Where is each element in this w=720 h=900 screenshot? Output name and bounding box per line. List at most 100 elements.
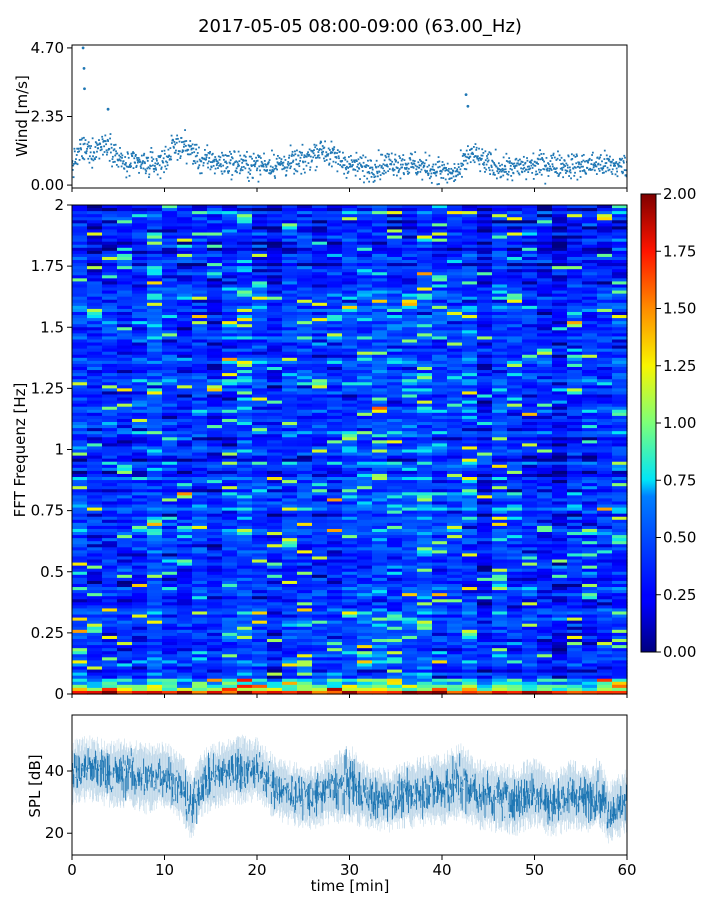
spectrogram-cell [72, 590, 88, 594]
spectrogram-cell [342, 311, 358, 316]
spectrogram-cell [237, 672, 253, 677]
spectrogram-cell [102, 253, 118, 258]
wind-point [125, 165, 128, 168]
wind-point [546, 169, 549, 172]
spectrogram-cell [147, 544, 163, 548]
wind-point [586, 167, 589, 169]
spectrogram-cell [237, 263, 253, 267]
wind-point [458, 171, 461, 174]
spectrogram-cell [252, 400, 268, 405]
spectrogram-cell [237, 458, 253, 463]
spectrogram-cell [387, 247, 403, 252]
spectrogram-cell [267, 626, 283, 631]
spectrogram-cell [312, 290, 328, 295]
spectrogram-cell [252, 440, 268, 444]
spectrogram-cell [267, 421, 283, 426]
spectrogram-cell [252, 293, 268, 298]
spectrogram-cell [267, 470, 283, 475]
spectrogram-cell [102, 507, 118, 512]
spectrogram-cell [327, 354, 343, 359]
wind-point [553, 156, 556, 159]
wind-point [85, 152, 88, 155]
spectrogram-cell [117, 513, 133, 518]
spectrogram-cell [87, 357, 103, 362]
wind-point [135, 166, 138, 168]
spectrogram-cell [207, 525, 223, 530]
spectrogram-cell [72, 311, 88, 316]
spectrogram-cell [117, 519, 133, 524]
spectrogram-cell [222, 428, 238, 432]
spectrogram-cell [282, 483, 298, 487]
wind-point [293, 172, 296, 175]
spectrogram-cell [117, 229, 133, 234]
wind-point [515, 164, 518, 167]
spectrogram-cell [282, 608, 298, 613]
spectrogram-cell [357, 602, 373, 606]
wind-point [263, 160, 266, 162]
spectrogram-cell [72, 421, 88, 426]
spectrogram-cell [102, 403, 118, 408]
spectrogram-cell [87, 687, 103, 692]
spectrogram-cell [327, 266, 343, 270]
spectrogram-cell [177, 538, 193, 542]
spectrogram-cell [117, 385, 133, 389]
wind-point [315, 144, 318, 147]
spectrogram-cell [372, 663, 388, 668]
spectrogram-cell [132, 214, 148, 218]
spectrogram-cell [102, 302, 118, 307]
spectrogram-cell [72, 269, 88, 273]
spectrogram-cell [102, 385, 118, 389]
spectrogram-cell [282, 311, 298, 316]
spectrogram-cell [102, 418, 118, 423]
spectrogram-cell [192, 232, 208, 237]
spectrogram-cell [372, 556, 388, 561]
spectrogram-cell [342, 525, 358, 530]
wind-point [77, 151, 79, 153]
spectrogram-cell [192, 510, 208, 515]
spectrogram-cell [132, 535, 148, 539]
wind-point [72, 168, 74, 171]
spectrogram-cell [357, 403, 373, 408]
spectrogram-cell [192, 449, 208, 454]
spectrogram-cell [207, 565, 223, 570]
spectrogram-cell [87, 538, 103, 542]
spectrogram-cell [357, 608, 373, 613]
spectrogram-cell [72, 400, 88, 405]
spectrogram-cell [222, 412, 238, 417]
spectrogram-cell [222, 651, 238, 655]
spectrogram-cell [102, 391, 118, 396]
spectrogram-cell [237, 247, 253, 252]
wind-point [532, 152, 535, 155]
spectrogram-cell [102, 211, 118, 215]
spectrogram-cell [342, 284, 358, 289]
spectrogram-cell [222, 525, 238, 530]
wind-point [255, 169, 258, 172]
wind-point [531, 167, 534, 169]
wind-point [183, 140, 186, 143]
spectrogram-cell [327, 660, 343, 665]
spectrogram-cell [87, 241, 103, 246]
spectrogram-cell [192, 461, 208, 466]
spectrogram-cell [177, 602, 193, 606]
spectrogram-cell [372, 272, 388, 276]
spectrogram-cell [192, 287, 208, 292]
spectrogram-cell [312, 672, 328, 677]
spectrogram-cell [312, 654, 328, 658]
spectrogram-cell [147, 357, 163, 362]
spectrogram-cell [147, 611, 163, 616]
spectrogram-cell [102, 583, 118, 588]
spectrogram-cell [87, 461, 103, 466]
wind-spike-point [81, 46, 85, 50]
wind-point [174, 143, 177, 146]
spectrogram-cell [312, 477, 328, 481]
wind-point [622, 161, 625, 164]
spectrogram-cell [297, 535, 313, 539]
spectrogram-cell [207, 532, 223, 536]
spectrogram-cell [177, 559, 193, 564]
wind-point [188, 153, 190, 156]
spectrogram-cell [357, 464, 373, 469]
spectrogram-cell [252, 602, 268, 606]
spectrogram-cell [162, 293, 178, 298]
wind-point [557, 150, 559, 153]
spectrogram-cell [147, 421, 163, 426]
